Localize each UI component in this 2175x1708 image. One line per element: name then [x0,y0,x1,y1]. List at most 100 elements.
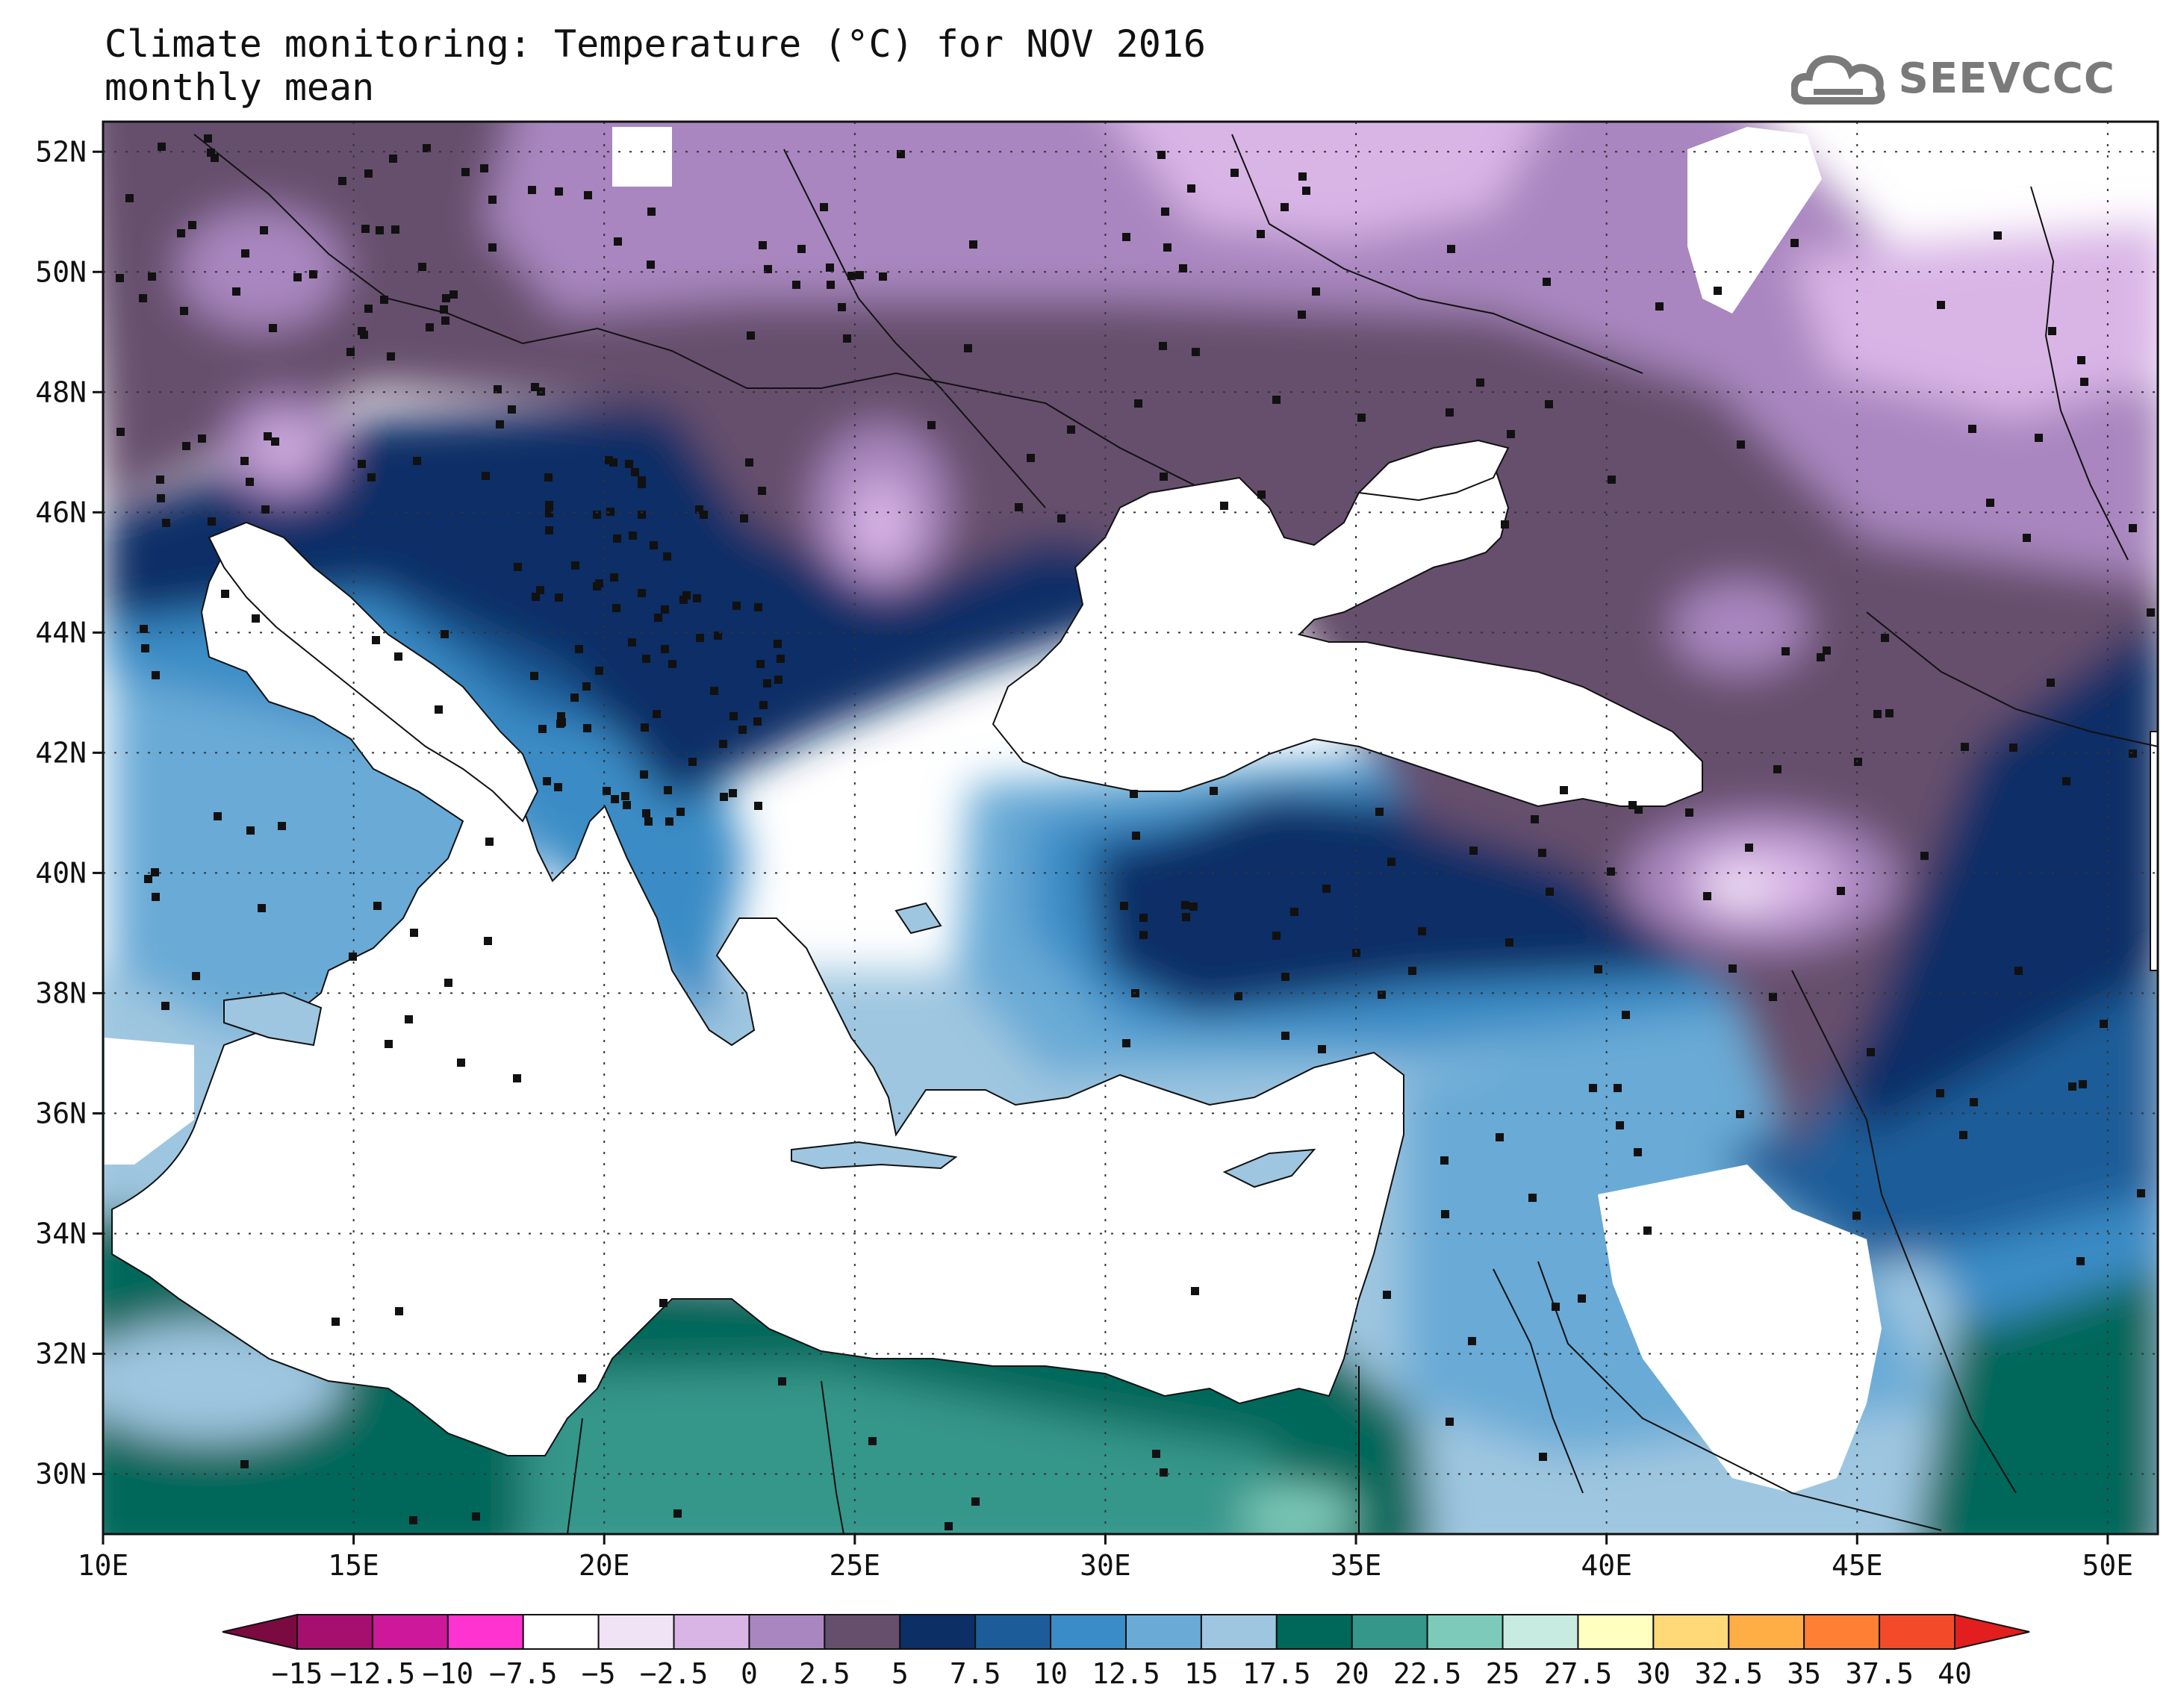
station-marker [740,514,748,523]
crimea-gap [1357,439,1510,502]
x-tick-label: 25E [830,1549,881,1582]
station-marker [700,511,708,519]
station-marker [647,208,656,216]
crete [791,1141,958,1170]
station-marker [413,457,421,465]
colorbar-swatch [899,1614,977,1650]
station-marker [1736,1110,1744,1118]
colorbar-swatch [296,1614,373,1650]
station-marker [514,563,522,571]
station-marker [1589,1084,1597,1092]
station-marker [1257,490,1266,499]
station-marker [611,795,619,803]
y-tick-label: 50N [35,255,87,288]
station-marker [710,687,718,695]
station-marker [161,1002,169,1010]
plot-frame [102,120,2159,1536]
colorbar-swatch [1879,1614,1955,1650]
station-marker [969,240,977,249]
colorbar-swatch [1275,1614,1353,1650]
station-marker [747,331,755,340]
station-marker [1937,301,1945,309]
station-marker [496,420,504,428]
station-marker [659,1299,668,1307]
station-marker [435,705,443,714]
station-marker [494,385,502,393]
lesbos [894,902,942,935]
station-marker [1312,287,1320,296]
colorbar-label: −15 [272,1657,323,1690]
station-marker [720,793,728,801]
station-marker [530,672,538,680]
station-marker [2009,744,2017,752]
station-marker [538,725,547,733]
station-marker [1446,1418,1454,1426]
station-marker [1782,647,1790,655]
colorbar-swatch [1426,1614,1504,1650]
station-marker [1823,646,1831,655]
colorbar-label: 15 [1184,1657,1219,1690]
border-line [193,134,1195,486]
station-marker [387,352,395,361]
station-marker [440,305,448,314]
station-marker [207,149,215,157]
station-marker [252,614,260,623]
logo-text: SEEVCCC [1898,54,2115,103]
station-marker [756,660,765,668]
station-marker [1352,949,1360,957]
station-marker [2035,434,2043,442]
station-marker [2079,1080,2087,1088]
station-marker [2137,1189,2145,1197]
colorbar-swatch [1502,1614,1579,1650]
station-marker [485,838,494,846]
station-marker [1015,503,1023,511]
y-tick-label: 38N [35,976,87,1009]
station-marker [162,519,170,527]
station-marker [1745,844,1753,852]
colorbar-swatch [824,1614,901,1650]
station-marker [536,586,544,594]
station-marker [1616,1121,1624,1129]
colorbar-label: 37.5 [1845,1657,1914,1690]
cloud-logo-icon [1790,54,1885,105]
colorbar-swatch [748,1614,826,1650]
station-marker [1854,758,1862,766]
station-marker [1714,287,1722,295]
station-marker [141,644,149,652]
colorbar-label: −12.5 [330,1657,415,1690]
station-marker [575,645,583,653]
colorbar-swatch [1125,1614,1202,1650]
adriatic-sea [208,521,539,823]
band-0-2-5-bohemia [179,209,343,328]
title-line-1: Climate monitoring: Temperature (°C) for… [105,22,1207,66]
station-marker [729,712,738,720]
colorbar-label: 10 [1033,1657,1068,1690]
station-marker [665,817,673,826]
x-tick-label: 20E [579,1549,630,1582]
station-marker [584,191,592,199]
station-marker [389,155,397,163]
station-marker [1729,964,1737,973]
station-marker [1375,808,1384,816]
border-line [1866,611,2158,747]
station-marker [1543,278,1551,286]
station-marker [177,229,185,237]
station-marker [158,143,166,151]
no-data-patches [105,127,1882,1493]
station-marker [729,789,737,797]
station-marker [778,1377,786,1386]
station-marker [679,596,688,604]
station-marker [545,526,553,534]
station-marker [293,273,302,281]
station-marker [1852,1212,1861,1220]
band-minus-2-5-0-north [1118,122,1542,239]
station-marker [1441,1210,1449,1218]
y-tick-label: 44N [35,616,87,649]
station-marker [260,226,268,234]
band-minus-5-minus-2-5-caucasus [1706,870,1773,907]
x-tick-label: 15E [328,1549,379,1582]
station-marker [1607,867,1615,876]
station-marker [820,203,828,211]
station-marker [309,270,317,278]
station-marker [1920,852,1929,860]
